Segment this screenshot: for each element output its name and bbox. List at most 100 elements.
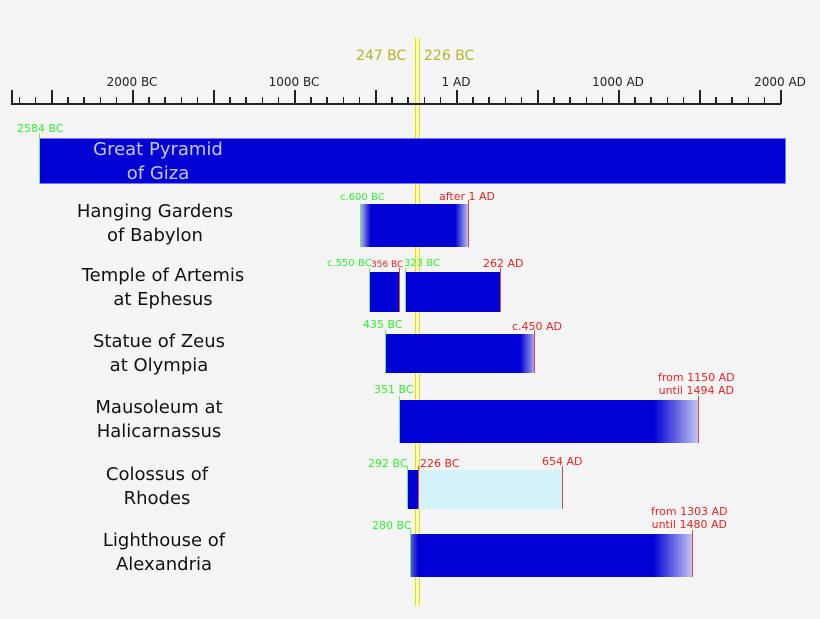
axis-tick	[780, 90, 782, 104]
end-label: 262 AD	[483, 257, 524, 270]
axis-tick	[585, 97, 588, 104]
axis-tick	[148, 97, 150, 104]
end-marker	[468, 200, 469, 247]
axis-tick	[18, 97, 21, 104]
axis-tick	[715, 97, 717, 104]
wonder-name: Lighthouse of Alexandria	[102, 530, 226, 575]
end-marker	[500, 268, 501, 312]
highlight-end-label: 226 BC	[424, 48, 475, 64]
bar-temple-artemis-1	[369, 272, 400, 312]
start-label: c.550 BC	[327, 258, 372, 269]
highlight-start-label: 247 BC	[356, 48, 407, 64]
bar-statue-zeus	[385, 334, 535, 373]
start-marker	[410, 530, 411, 577]
axis-tick	[472, 97, 474, 104]
axis-tick	[520, 97, 523, 104]
start-marker	[399, 396, 400, 443]
axis-tick	[34, 97, 37, 104]
end-label: from 1150 AD until 1494 AD	[658, 371, 735, 397]
ruin-end-marker	[562, 466, 563, 509]
end-marker	[698, 396, 699, 443]
start-label: c.600 BC	[340, 192, 385, 203]
axis-tick	[99, 97, 102, 104]
axis-tick	[67, 97, 69, 104]
axis-tick	[504, 97, 507, 104]
end-label: from 1303 AD until 1480 AD	[651, 505, 728, 531]
wonder-name: Colossus of Rhodes	[105, 464, 209, 509]
bar-great-pyramid	[39, 138, 786, 184]
axis-tick	[164, 97, 166, 104]
start-marker	[360, 204, 361, 247]
tick-label: 2000 BC	[106, 75, 158, 89]
axis-tick	[277, 97, 280, 104]
axis-tick	[196, 97, 199, 104]
bar-lighthouse	[410, 534, 693, 577]
axis-tick	[423, 97, 426, 104]
tick-label: 1 AD	[441, 75, 471, 89]
end-marker	[692, 530, 693, 577]
bar-mausoleum	[399, 400, 699, 443]
wonder-name: Temple of Artemis at Ephesus	[81, 265, 245, 310]
start-marker	[369, 268, 370, 312]
end-marker	[534, 330, 535, 373]
start-marker	[407, 466, 408, 509]
axis-tick	[488, 97, 490, 104]
axis-tick	[666, 97, 669, 104]
wonder-name: Mausoleum at Halicarnassus	[95, 397, 223, 442]
axis-tick	[358, 97, 361, 104]
end-label: c.450 AD	[512, 320, 563, 333]
start-label: 323 BC	[404, 258, 440, 269]
axis-tick	[650, 97, 652, 104]
axis-tick	[391, 97, 393, 104]
start-marker	[405, 268, 406, 312]
axis-tick	[115, 97, 118, 104]
end-marker	[418, 466, 419, 509]
bar-colossus-ruin	[419, 470, 563, 509]
ruin-label: 654 AD	[542, 455, 583, 468]
end-label: 226 BC	[420, 457, 460, 470]
start-label: 2584 BC	[17, 122, 64, 135]
axis-tick	[569, 97, 571, 104]
axis-tick	[407, 97, 409, 104]
axis-tick	[439, 97, 442, 104]
axis-tick	[213, 90, 215, 104]
start-label: 435 BC	[363, 318, 403, 331]
axis-tick	[456, 90, 458, 104]
start-label: 351 BC	[374, 383, 414, 396]
axis-tick	[83, 97, 85, 104]
axis-tick	[245, 97, 247, 104]
axis-tick	[634, 97, 636, 104]
end-label: 356 BC	[371, 260, 404, 270]
axis-tick	[537, 90, 539, 104]
start-marker	[385, 330, 386, 373]
axis-tick	[731, 97, 733, 104]
axis-tick	[310, 97, 312, 104]
tick-label: 1000 BC	[268, 75, 320, 89]
bar-hanging-gardens	[360, 204, 468, 247]
start-label: 280 BC	[372, 519, 412, 532]
tick-label: 2000 AD	[754, 75, 806, 89]
axis-tick	[294, 90, 296, 104]
time-axis	[11, 103, 781, 105]
wonder-name: Great Pyramid of Giza	[93, 139, 223, 184]
axis-tick	[51, 90, 53, 104]
axis-tick	[229, 97, 231, 104]
axis-tick	[618, 90, 620, 104]
highlight-line-start	[415, 38, 416, 606]
highlight-band	[414, 38, 420, 606]
axis-tick	[699, 90, 701, 104]
axis-tick	[11, 90, 13, 104]
axis-tick	[261, 97, 264, 104]
end-label: after 1 AD	[439, 190, 496, 203]
axis-tick	[375, 90, 377, 104]
wonder-name: Hanging Gardens of Babylon	[76, 201, 234, 246]
wonder-name: Statue of Zeus at Olympia	[92, 331, 226, 376]
axis-tick	[553, 97, 555, 104]
bar-temple-artemis-2	[405, 272, 501, 312]
start-marker	[39, 134, 40, 184]
tick-label: 1000 AD	[592, 75, 644, 89]
highlight-line-end	[419, 38, 420, 606]
axis-tick	[601, 97, 604, 104]
axis-tick	[132, 90, 134, 104]
